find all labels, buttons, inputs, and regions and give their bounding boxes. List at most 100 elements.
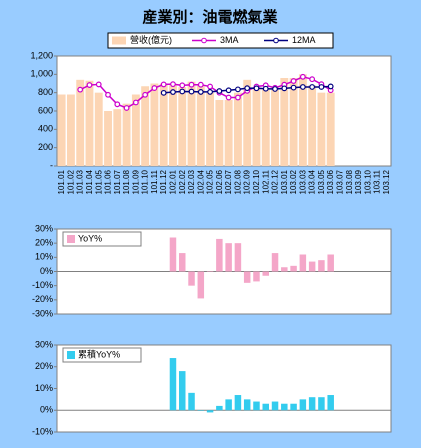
marker	[86, 82, 93, 88]
bar	[66, 94, 75, 166]
y-tick-label: 20%	[35, 361, 53, 371]
marker	[318, 84, 325, 90]
x-tick-label: 101.08	[122, 169, 131, 194]
bar	[122, 103, 131, 166]
y-tick-label: -20%	[32, 294, 53, 304]
bar	[281, 403, 288, 411]
x-tick-label: 102.01	[168, 169, 177, 194]
marker	[114, 101, 121, 108]
y-tick-label: 600	[38, 105, 53, 115]
marker	[179, 88, 186, 95]
bar	[178, 87, 187, 166]
x-tick-label: 101.12	[159, 169, 168, 194]
bar	[327, 395, 334, 411]
bar	[187, 81, 196, 166]
bar	[271, 87, 279, 166]
marker	[207, 83, 213, 90]
y-tick-label: -10%	[32, 426, 53, 436]
legend-marker	[273, 37, 279, 44]
bar	[197, 410, 205, 411]
bar	[290, 403, 297, 411]
marker	[160, 89, 167, 96]
x-tick-label: 103.07	[335, 169, 344, 194]
y-tick-label: -	[50, 160, 53, 170]
bar	[234, 395, 242, 411]
marker	[197, 89, 204, 95]
bar	[57, 94, 66, 166]
bar	[253, 401, 260, 411]
bar	[289, 78, 298, 166]
marker	[253, 85, 260, 92]
marker	[105, 91, 111, 98]
marker	[170, 81, 176, 88]
marker	[299, 73, 306, 80]
bar	[281, 267, 288, 272]
x-tick-label: 103.03	[298, 169, 307, 194]
marker	[327, 83, 334, 90]
legend-swatch	[67, 351, 75, 359]
x-tick-label: 102.04	[196, 169, 205, 194]
x-tick-label: 101.05	[94, 169, 103, 194]
marker	[235, 94, 241, 101]
x-tick-label: 102.05	[206, 169, 215, 194]
x-tick-label: 102.12	[271, 169, 280, 194]
marker	[197, 81, 204, 88]
x-tick-label: 103.06	[326, 169, 335, 194]
bar	[169, 358, 177, 411]
marker	[188, 81, 195, 88]
x-tick-label: 101.04	[85, 169, 94, 194]
bar	[262, 271, 269, 276]
y-tick-label: 200	[38, 142, 53, 152]
x-tick-label: 103.12	[382, 169, 391, 194]
marker	[290, 84, 297, 91]
x-tick-label: 103.04	[308, 169, 317, 194]
bar	[327, 254, 334, 272]
x-tick-label: 103.09	[354, 169, 363, 194]
marker	[216, 88, 223, 94]
bar	[188, 271, 195, 286]
x-tick-label: 101.10	[141, 169, 150, 194]
x-tick-label: 103.01	[280, 169, 289, 194]
bar	[150, 83, 159, 166]
y-tick-label: 20%	[35, 238, 53, 248]
legend-swatch	[67, 235, 75, 243]
legend-swatch	[112, 36, 126, 45]
line	[79, 76, 332, 109]
legend-box	[107, 32, 334, 49]
bar	[179, 371, 186, 411]
bar	[243, 399, 251, 411]
bar	[308, 85, 317, 166]
bar	[271, 253, 279, 272]
marker	[151, 85, 158, 91]
y-tick-label: 1,200	[30, 50, 53, 60]
marker	[244, 85, 251, 92]
bar	[290, 265, 297, 272]
legend-box	[62, 231, 142, 247]
y-tick-label: 30%	[35, 339, 53, 349]
x-tick-label: 103.08	[345, 169, 354, 194]
x-tick-label: 103.02	[289, 169, 298, 194]
bar	[299, 399, 307, 411]
bar	[197, 271, 205, 299]
x-tick-label: 101.07	[113, 169, 122, 194]
y-tick-label: 800	[38, 87, 53, 97]
bar	[76, 79, 85, 166]
x-tick-label: 102.11	[261, 169, 270, 193]
marker	[309, 76, 316, 83]
bar	[94, 92, 103, 166]
bar	[206, 271, 214, 272]
bar	[280, 78, 289, 166]
legend-label: 營收(億元)	[130, 34, 172, 45]
y-tick-label: 10%	[35, 383, 53, 393]
y-tick-label: -10%	[32, 280, 53, 290]
bar	[318, 397, 325, 411]
x-tick-label: 103.05	[317, 169, 326, 194]
x-tick-label: 102.02	[178, 169, 187, 194]
bar	[299, 254, 307, 272]
marker	[142, 91, 149, 98]
x-tick-label: 101.02	[66, 169, 75, 194]
marker	[123, 105, 130, 111]
y-tick-label: 400	[38, 124, 53, 134]
x-tick-label: 101.01	[57, 169, 66, 194]
